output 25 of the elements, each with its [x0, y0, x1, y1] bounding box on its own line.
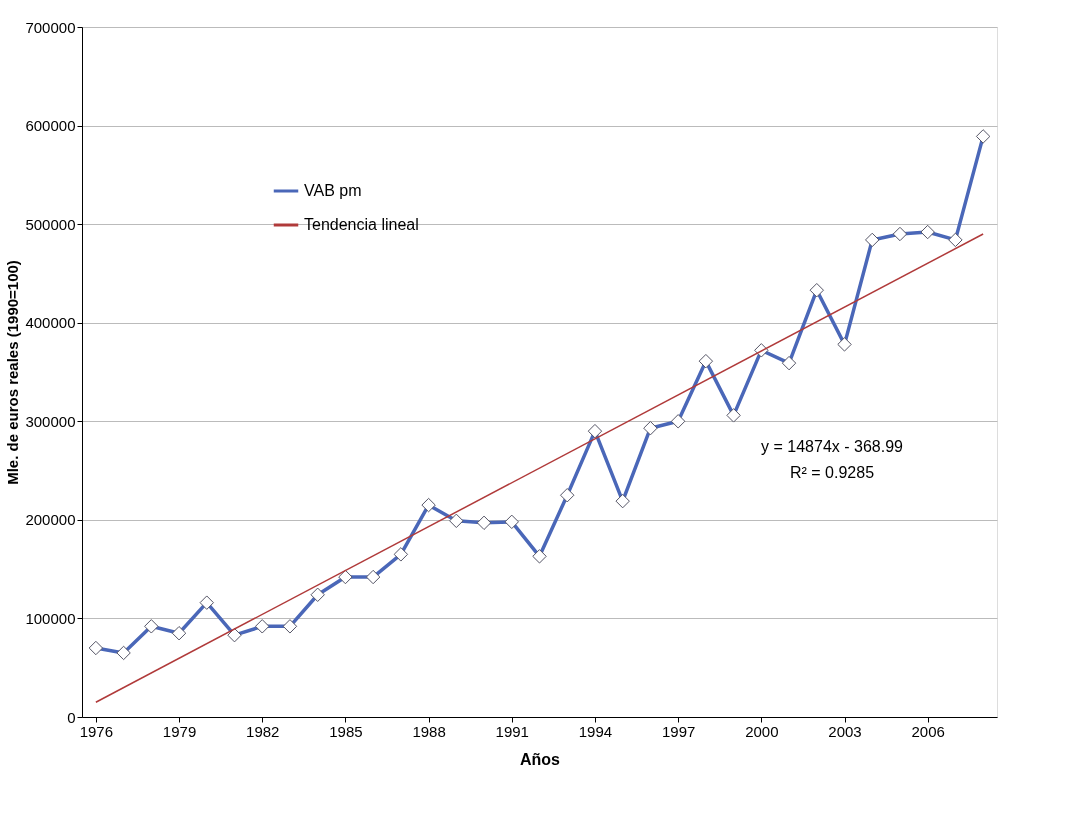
x-tick-label: 1991 — [495, 722, 529, 740]
y-tick-label: 100000 — [25, 609, 76, 627]
y-tick-label: 500000 — [25, 215, 76, 233]
y-tick-label: 300000 — [25, 412, 76, 430]
y-tick-label: 600000 — [25, 117, 76, 135]
x-tick-label: 1988 — [412, 722, 446, 740]
x-axis-title: Años — [520, 750, 561, 768]
y-tick-label: 200000 — [25, 511, 76, 529]
annotation: R² = 0.9285 — [789, 464, 875, 481]
x-tick-label: 1997 — [661, 722, 696, 740]
annotation: y = 14874x - 368.99 — [761, 438, 904, 455]
x-tick-label: 1979 — [162, 722, 197, 740]
x-tick-label: 1985 — [329, 722, 363, 740]
legend-label: VAB pm — [304, 182, 362, 199]
x-tick-label: 1982 — [246, 722, 280, 740]
y-tick-label: 700000 — [25, 18, 76, 36]
x-tick-label: 2006 — [911, 722, 945, 740]
y-axis-title: Mle. de euros reales (1990=100) — [4, 260, 22, 485]
y-tick-label: 0 — [67, 708, 76, 726]
x-tick-label: 2000 — [745, 722, 779, 740]
x-tick-label: 2003 — [828, 722, 862, 740]
x-tick-label: 1994 — [578, 722, 613, 740]
x-tick-label: 1976 — [79, 722, 114, 740]
legend-label: Tendencia lineal — [304, 216, 419, 233]
y-tick-label: 400000 — [25, 314, 76, 332]
